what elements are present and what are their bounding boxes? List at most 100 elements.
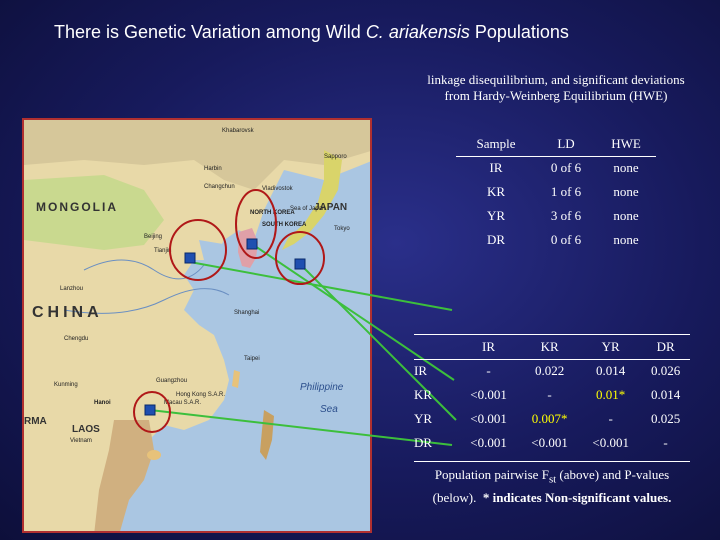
hwe-header-sample: Sample [456,132,536,157]
circle-yr [275,231,325,285]
marker-yr [294,258,306,270]
label-sapporo: Sapporo [324,154,347,160]
fst-cell: <0.001 [592,435,629,450]
hainan-land [147,450,161,460]
hwe-cell: KR [486,184,506,199]
fst-row-header: YR [414,411,433,426]
hwe-cell: YR [486,208,506,223]
label-south-korea: SOUTH KOREA [262,222,307,228]
fst-row: YR <0.001 0.007* - 0.025 [414,407,690,431]
slide-title: There is Genetic Variation among Wild C.… [54,22,569,43]
fst-caption-subscript: st [548,473,557,486]
fst-col-header: KR [519,335,581,360]
label-japan: JAPAN [314,202,348,213]
fst-col-header: IR [458,335,520,360]
label-lanzhou: Lanzhou [60,286,84,292]
marker-dr [144,404,156,416]
label-sea-of-japan: Sea of Japan [290,206,326,212]
fst-row-header: KR [414,387,433,402]
east-asia-map: MONGOLIA CHINA JAPAN NORTH KOREA SOUTH K… [22,118,372,533]
fst-cell: <0.001 [531,435,568,450]
label-tokyo: Tokyo [334,226,350,232]
title-prefix: There is Genetic Variation among Wild [54,22,366,42]
title-suffix: Populations [469,22,569,42]
label-hong-kong: Hong Kong S.A.R. [176,392,226,398]
fst-row: KR <0.001 - 0.01* 0.014 [414,383,690,407]
hwe-cell: 1 of 6 [550,184,582,199]
indochina-land [94,420,154,531]
hwe-cell: DR [486,232,506,247]
fst-col-header: YR [580,335,642,360]
fst-cell: - [663,435,668,450]
hwe-header-row: Sample LD HWE [456,132,656,157]
label-chengdu: Chengdu [64,336,89,342]
hwe-cell: none [613,232,639,247]
circle-kr [235,189,277,259]
fst-caption-rest: (above) and P-values [556,467,670,482]
fst-row: DR <0.001 <0.001 <0.001 - [414,431,690,455]
fst-cell: <0.001 [470,411,507,426]
label-tianjin: Tianjin [154,248,172,254]
fst-cell: 0.014 [596,363,626,379]
label-beijing: Beijing [144,234,163,240]
yangtze-river [63,288,230,314]
hwe-caption: linkage disequilibrium, and significant … [427,72,685,103]
fst-col-header: DR [641,335,690,360]
label-kunming: Kunming [54,382,78,388]
hwe-row: DR 0 of 6 none [456,228,656,252]
link-line-yr [299,263,457,421]
circle-dr [133,391,171,433]
fst-header-row: IR KR YR DR [414,335,690,360]
fst-cell-highlight: 0.007* [531,411,568,426]
hwe-cell: 0 of 6 [550,232,582,247]
marker-ir [184,252,196,264]
label-mongolia: MONGOLIA [36,200,118,214]
label-khabarovsk: Khabarovsk [222,128,254,134]
label-burma: RMA [24,416,47,427]
mongolia-land [24,175,164,250]
label-guangzhou: Guangzhou [156,378,188,384]
label-hanoi: Hanoi [94,400,111,406]
marker-kr [246,238,258,250]
hwe-header-hwe: HWE [596,132,656,157]
label-laos: LAOS [72,424,100,435]
russia-land [24,120,370,190]
fst-cell: 0.025 [650,411,681,426]
fst-panel: IR KR YR DR IR - 0.022 0.014 0.026 KR <0… [414,334,690,506]
hwe-cell: 3 of 6 [550,208,582,223]
hwe-cell: 0 of 6 [550,160,582,176]
fst-caption: Population pairwise Fst (above) and P-va… [414,461,690,506]
fst-cell: <0.001 [470,387,507,402]
hwe-header-ld: LD [536,132,596,157]
label-harbin: Harbin [204,166,222,172]
fst-row: IR - 0.022 0.014 0.026 [414,359,690,383]
label-vladivostok: Vladivostok [262,186,293,192]
fst-cell: 0.026 [650,363,681,379]
hwe-row: KR 1 of 6 none [456,180,656,204]
taiwan-land [232,370,240,388]
fst-row-header: DR [414,435,433,450]
label-north-korea: NORTH KOREA [250,210,295,216]
japan-land [282,150,342,250]
label-taipei: Taipei [244,356,260,362]
title-species: C. ariakensis [365,22,470,42]
label-philippine: Philippine [300,382,344,393]
map-drawing [24,120,370,531]
label-china: CHINA [32,304,103,321]
hwe-cell: none [613,160,639,176]
hwe-row: YR 3 of 6 none [456,204,656,228]
hwe-cell: none [613,208,639,223]
fst-caption-note: * indicates Non-significant values. [482,489,672,505]
hwe-row: IR 0 of 6 none [456,156,656,180]
hwe-cell: none [613,184,639,199]
hwe-cell: IR [489,160,503,176]
label-changchun: Changchun [204,184,235,190]
fst-cell: - [547,387,552,402]
hwe-table: Sample LD HWE IR 0 of 6 none KR 1 of 6 n… [456,132,656,252]
label-vietnam: Vietnam [70,438,92,444]
label-sea: Sea [320,404,338,415]
fst-cell: - [608,411,613,426]
yellow-river [83,259,205,280]
fst-caption-prefix: Population pairwise F [434,467,549,482]
